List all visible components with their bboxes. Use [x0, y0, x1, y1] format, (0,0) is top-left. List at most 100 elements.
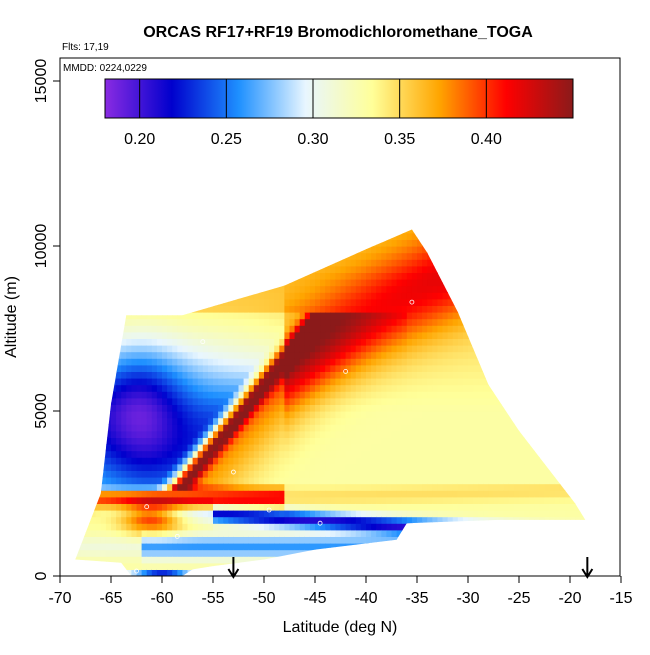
heatmap-cell — [340, 404, 347, 412]
heatmap-cell — [513, 496, 520, 504]
heatmap-cell — [381, 430, 387, 438]
heatmap-cell — [519, 444, 525, 452]
heatmap-cell — [391, 351, 398, 359]
heatmap-cell — [473, 437, 479, 445]
heatmap-cell — [95, 404, 102, 412]
heatmap-cell — [366, 232, 372, 240]
heatmap-cell — [335, 285, 342, 293]
heatmap-cell — [284, 523, 291, 531]
heatmap-cell — [192, 351, 199, 359]
heatmap-cell — [483, 331, 489, 339]
heatmap-cell — [422, 318, 428, 326]
heatmap-cell — [386, 503, 393, 511]
heatmap-cell — [406, 358, 413, 366]
heatmap-cell — [304, 424, 311, 432]
heatmap-cell — [442, 543, 449, 551]
heatmap-cell — [513, 523, 520, 531]
heatmap-cell — [202, 417, 209, 425]
heatmap-cell — [100, 391, 107, 399]
heatmap-cell — [345, 331, 352, 339]
heatmap-cell — [452, 298, 459, 306]
heatmap-cell — [233, 371, 240, 379]
heatmap-cell — [228, 516, 234, 524]
heatmap-cell — [422, 457, 428, 465]
heatmap-cell — [197, 325, 204, 333]
heatmap-cell — [406, 272, 413, 280]
heatmap-cell — [350, 430, 357, 438]
heatmap-cell — [320, 318, 326, 326]
heatmap-cell — [376, 510, 382, 518]
heatmap-cell — [381, 477, 387, 485]
heatmap-cell — [233, 312, 240, 320]
heatmap-cell — [269, 391, 275, 399]
heatmap-cell — [366, 239, 372, 247]
heatmap-cell — [136, 391, 143, 399]
heatmap-cell — [126, 457, 132, 465]
heatmap-cell — [411, 477, 418, 485]
heatmap-cell — [524, 229, 530, 234]
heatmap-cell — [177, 556, 183, 564]
heatmap-cell — [325, 444, 331, 452]
heatmap-cell — [90, 272, 97, 280]
heatmap-cell — [248, 503, 255, 511]
heatmap-cell — [131, 252, 138, 260]
heatmap-cell — [279, 292, 285, 300]
heatmap-cell — [95, 510, 102, 518]
heatmap-cell — [223, 232, 229, 240]
heatmap-cell — [100, 246, 107, 254]
heatmap-cell — [279, 463, 285, 471]
heatmap-cell — [162, 536, 168, 544]
heatmap-cell — [457, 252, 464, 260]
heatmap-cell — [488, 220, 494, 227]
heatmap-cell — [406, 437, 413, 445]
heatmap-cell — [473, 246, 479, 254]
heatmap-cell — [75, 450, 76, 458]
heatmap-cell — [396, 229, 403, 234]
heatmap-cell — [213, 358, 219, 366]
heatmap-cell — [473, 358, 479, 366]
heatmap-cell — [468, 536, 474, 544]
heatmap-cell — [218, 391, 224, 399]
heatmap-cell — [355, 272, 362, 280]
heatmap-cell — [258, 496, 265, 504]
heatmap-cell — [452, 523, 459, 531]
heatmap-cell — [253, 358, 260, 366]
heatmap-cell — [228, 252, 234, 260]
heatmap-cell — [442, 232, 449, 240]
heatmap-cell — [238, 430, 245, 438]
heatmap-cell — [422, 523, 428, 531]
heatmap-cell — [136, 549, 143, 557]
heatmap-cell — [279, 424, 285, 432]
heatmap-cell — [136, 417, 143, 425]
heatmap-cell — [478, 246, 484, 254]
heatmap-cell — [187, 529, 194, 537]
heatmap-cell — [411, 292, 418, 300]
heatmap-cell — [447, 391, 454, 399]
heatmap-cell — [228, 220, 234, 227]
heatmap-cell — [228, 430, 234, 438]
heatmap-cell — [340, 252, 347, 260]
heatmap-cell — [90, 424, 97, 432]
heatmap-cell — [335, 496, 342, 504]
heatmap-cell — [468, 384, 474, 392]
heatmap-cell — [371, 483, 377, 491]
heatmap-cell — [294, 312, 301, 320]
heatmap-cell — [126, 345, 132, 353]
heatmap-cell — [417, 338, 423, 346]
heatmap-cell — [202, 483, 209, 491]
heatmap-cell — [131, 312, 138, 320]
heatmap-cell — [151, 364, 158, 372]
heatmap-cell — [156, 272, 163, 280]
heatmap-cell — [330, 404, 336, 412]
heatmap-cell — [406, 252, 413, 260]
heatmap-cell — [248, 384, 255, 392]
heatmap-cell — [172, 424, 178, 432]
heatmap-cell — [498, 305, 505, 313]
heatmap-cell — [519, 536, 525, 544]
heatmap-cell — [315, 292, 321, 300]
heatmap-cell — [141, 510, 148, 518]
heatmap-cell — [289, 265, 296, 273]
heatmap-cell — [223, 503, 229, 511]
heatmap-cell — [478, 391, 484, 399]
heatmap-cell — [381, 411, 387, 419]
